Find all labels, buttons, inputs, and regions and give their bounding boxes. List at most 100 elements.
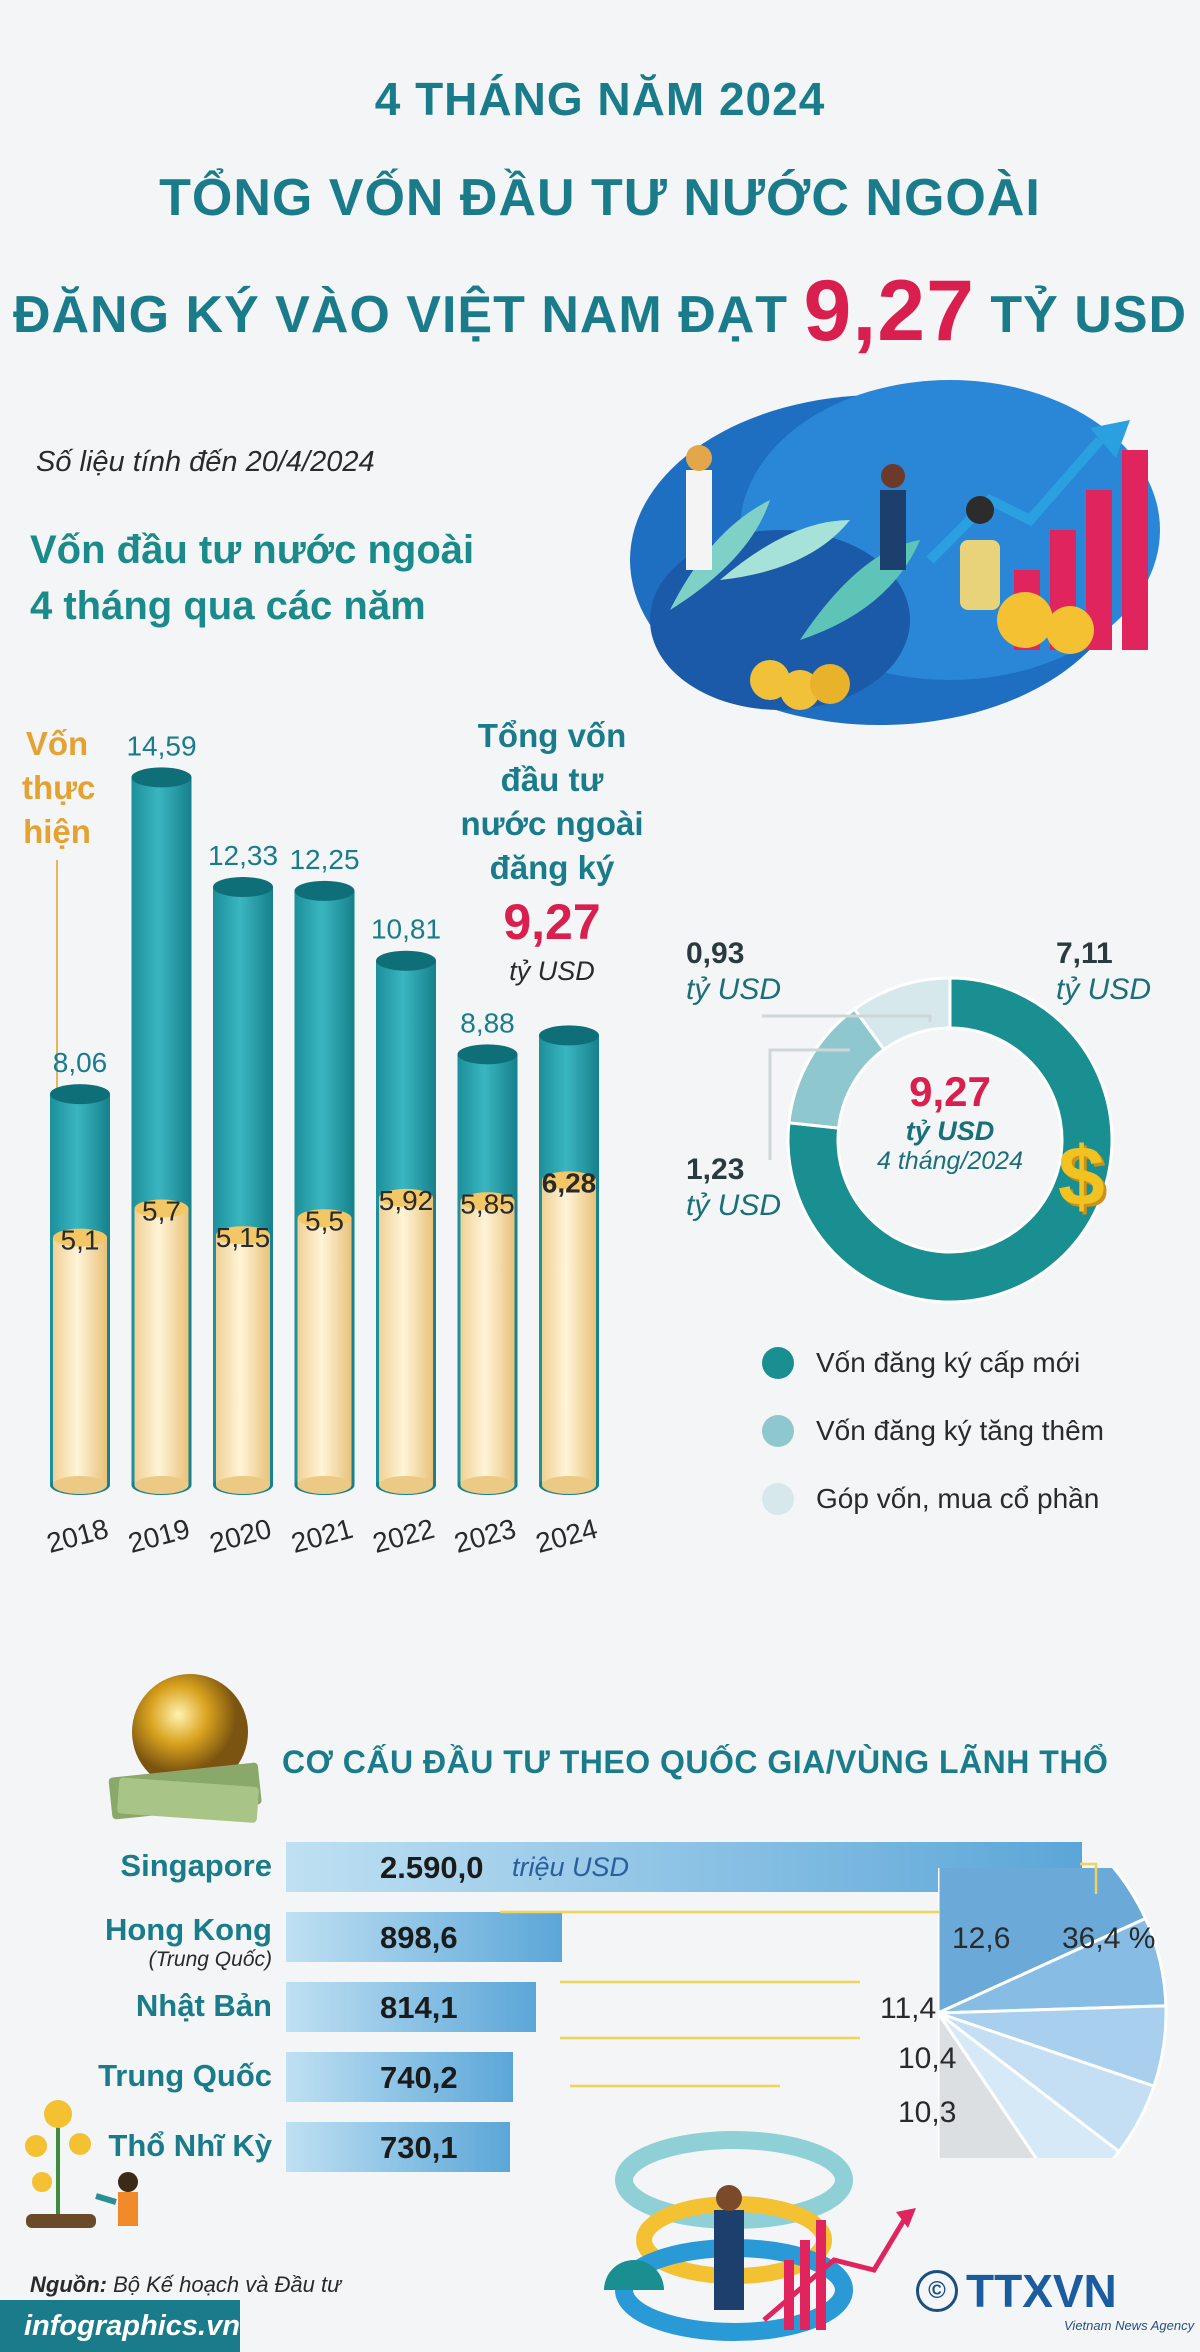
pie-slice-1 (938, 1868, 1148, 2015)
legend-added-swatch (762, 1415, 794, 1447)
donut-label-shares-value: 0,93 (686, 937, 745, 970)
donut-label-added: 1,23 tỷ USD (686, 1152, 781, 1224)
country-name-1: Singapore (120, 1848, 272, 1883)
year-label-2020: 2020 (206, 1513, 274, 1559)
pie-label-3: 11,4 (880, 1992, 937, 2025)
disbursed-bar-base-2018 (53, 1476, 107, 1494)
source-note: Nguồn: Bộ Kế hoạch và Đầu tư (30, 2272, 341, 2298)
country-bar-5 (286, 2122, 510, 2172)
disbursed-label-3: hiện (23, 813, 91, 850)
disbursed-label-2: thực (22, 769, 96, 806)
country-name-3: Nhật Bản (135, 1988, 272, 2023)
source-label: Nguồn: (30, 2272, 107, 2297)
title-headline-value: 9,27 (803, 263, 975, 359)
pie-slice-6 (938, 2010, 1038, 2158)
year-label-2022: 2022 (369, 1513, 437, 1559)
pie-label-4: 10,4 (898, 2042, 957, 2075)
registered-value-label-2023: 8,88 (460, 1007, 515, 1038)
disbursed-bar-2023 (460, 1201, 515, 1485)
countries-title: CƠ CẤU ĐẦU TƯ THEO QUỐC GIA/VÙNG LÃNH TH… (282, 1744, 1109, 1780)
disbursed-value-label-2018: 5,1 (61, 1225, 100, 1256)
legend-new: Vốn đăng ký cấp mới (762, 1340, 1080, 1386)
country-name-2: Hong Kong (104, 1912, 272, 1947)
disbursed-bar-base-2019 (134, 1476, 189, 1494)
source-text: Bộ Kế hoạch và Đầu tư (113, 2272, 342, 2297)
year-label-2019: 2019 (125, 1513, 193, 1559)
pie-leader-1 (1080, 1862, 1098, 1894)
section-title-yearly-1: Vốn đầu tư nước ngoài (30, 528, 475, 572)
legend-shares: Góp vốn, mua cổ phần (762, 1476, 1099, 1522)
country-bar-4 (286, 2052, 513, 2102)
donut-label-shares-unit: tỷ USD (686, 973, 782, 1006)
pie-slice-5 (938, 2011, 1122, 2158)
registered-value-label-2019: 14,59 (126, 730, 196, 761)
disbursed-bar-base-2023 (460, 1476, 515, 1494)
registered-bar-top-2019 (131, 767, 192, 788)
money-plant-icon (25, 2100, 138, 2228)
title-line-3-post: TỶ USD (990, 286, 1188, 344)
registered-bar-top-2024 (539, 1025, 599, 1046)
donut-center: 9,27 tỷ USD 4 tháng/2024 (872, 1068, 1028, 1176)
registered-bar-top-2018 (50, 1084, 110, 1105)
donut-label-new-value: 7,11 (1056, 937, 1113, 970)
section-title-yearly: Vốn đầu tư nước ngoài 4 tháng qua các nă… (30, 522, 550, 634)
disbursed-bar-top-2021 (297, 1209, 352, 1228)
disbursed-bar-2020 (216, 1235, 270, 1485)
data-note: Số liệu tính đến 20/4/2024 (36, 446, 375, 478)
country-bar-2 (286, 1912, 562, 1962)
disbursed-bar-base-2024 (542, 1476, 596, 1494)
investment-illustration (630, 380, 1160, 725)
title-line-3: ĐĂNG KÝ VÀO VIỆT NAM ĐẠT 9,27 TỶ USD (0, 262, 1200, 361)
disbursed-label-1: Vốn (25, 725, 89, 762)
donut-label-added-unit: tỷ USD (686, 1189, 782, 1222)
disbursed-bar-top-2024 (542, 1171, 596, 1190)
donut-slice-3 (852, 976, 952, 1052)
donut-slice-1 (786, 976, 1114, 1304)
copyright-icon: © (916, 2270, 958, 2312)
brand-logo: TTXVN (966, 2265, 1117, 2317)
country-value-2: 898,6 (380, 1920, 458, 1955)
country-value-1: 2.590,0 (380, 1850, 484, 1885)
section-title-yearly-2: 4 tháng qua các năm (30, 584, 426, 628)
title-line-3-pre: ĐĂNG KÝ VÀO VIỆT NAM ĐẠT (12, 286, 789, 344)
dollar-icon: $ (1058, 1129, 1105, 1223)
country-value-5: 730,1 (380, 2130, 458, 2165)
registered-value-label-2020: 12,33 (208, 840, 278, 871)
registered-bar-top-2023 (457, 1044, 518, 1065)
disbursed-value-label-2019: 5,7 (142, 1196, 181, 1227)
title-line-1: 4 THÁNG NĂM 2024 (374, 73, 826, 125)
disbursed-value-label-2023: 5,85 (460, 1188, 515, 1219)
legend-shares-label: Góp vốn, mua cổ phần (816, 1483, 1100, 1514)
year-label-2024: 2024 (532, 1513, 600, 1559)
year-label-2023: 2023 (451, 1513, 519, 1559)
disbursed-bar-2018 (53, 1237, 107, 1485)
registered-capital-value: 9,27 (503, 894, 601, 950)
disbursed-bar-top-2019 (134, 1199, 189, 1218)
pie-label-2: 12,6 (952, 1922, 1011, 1955)
disbursed-bar-2021 (297, 1218, 352, 1485)
disbursed-bar-top-2023 (460, 1192, 515, 1211)
disbursed-bar-2022 (379, 1197, 433, 1485)
donut-leader-lines (762, 1014, 932, 1160)
pie-label-1: 36,4 % (1062, 1922, 1156, 1955)
pie-label-5: 10,3 (898, 2096, 957, 2129)
registered-label-2: đầu tư (500, 761, 604, 798)
disbursed-value-label-2021: 5,5 (305, 1205, 344, 1236)
year-label-2018: 2018 (43, 1513, 111, 1559)
site-link[interactable]: infographics.vn (0, 2300, 240, 2352)
capital-structure-donut (786, 976, 1114, 1304)
disbursed-bar-base-2020 (216, 1476, 270, 1494)
disbursed-value-label-2022: 5,92 (379, 1185, 434, 1216)
disbursed-bar-top-2018 (53, 1228, 107, 1247)
legend-added: Vốn đăng ký tăng thêm (762, 1408, 1104, 1454)
country-sublabel-2: (Trung Quốc) (148, 1948, 272, 1971)
registered-bar-top-2020 (213, 876, 273, 897)
registered-value-label-2018: 8,06 (53, 1047, 108, 1078)
disbursed-value-label-2020: 5,15 (216, 1222, 271, 1253)
legend-new-label: Vốn đăng ký cấp mới (816, 1347, 1081, 1378)
registered-value-label-2021: 12,25 (289, 844, 359, 875)
registered-bar-top-2022 (376, 950, 436, 971)
donut-label-added-value: 1,23 (686, 1153, 745, 1186)
country-pie-leader-lines (500, 1862, 1098, 2088)
country-value-4: 740,2 (380, 2060, 458, 2095)
